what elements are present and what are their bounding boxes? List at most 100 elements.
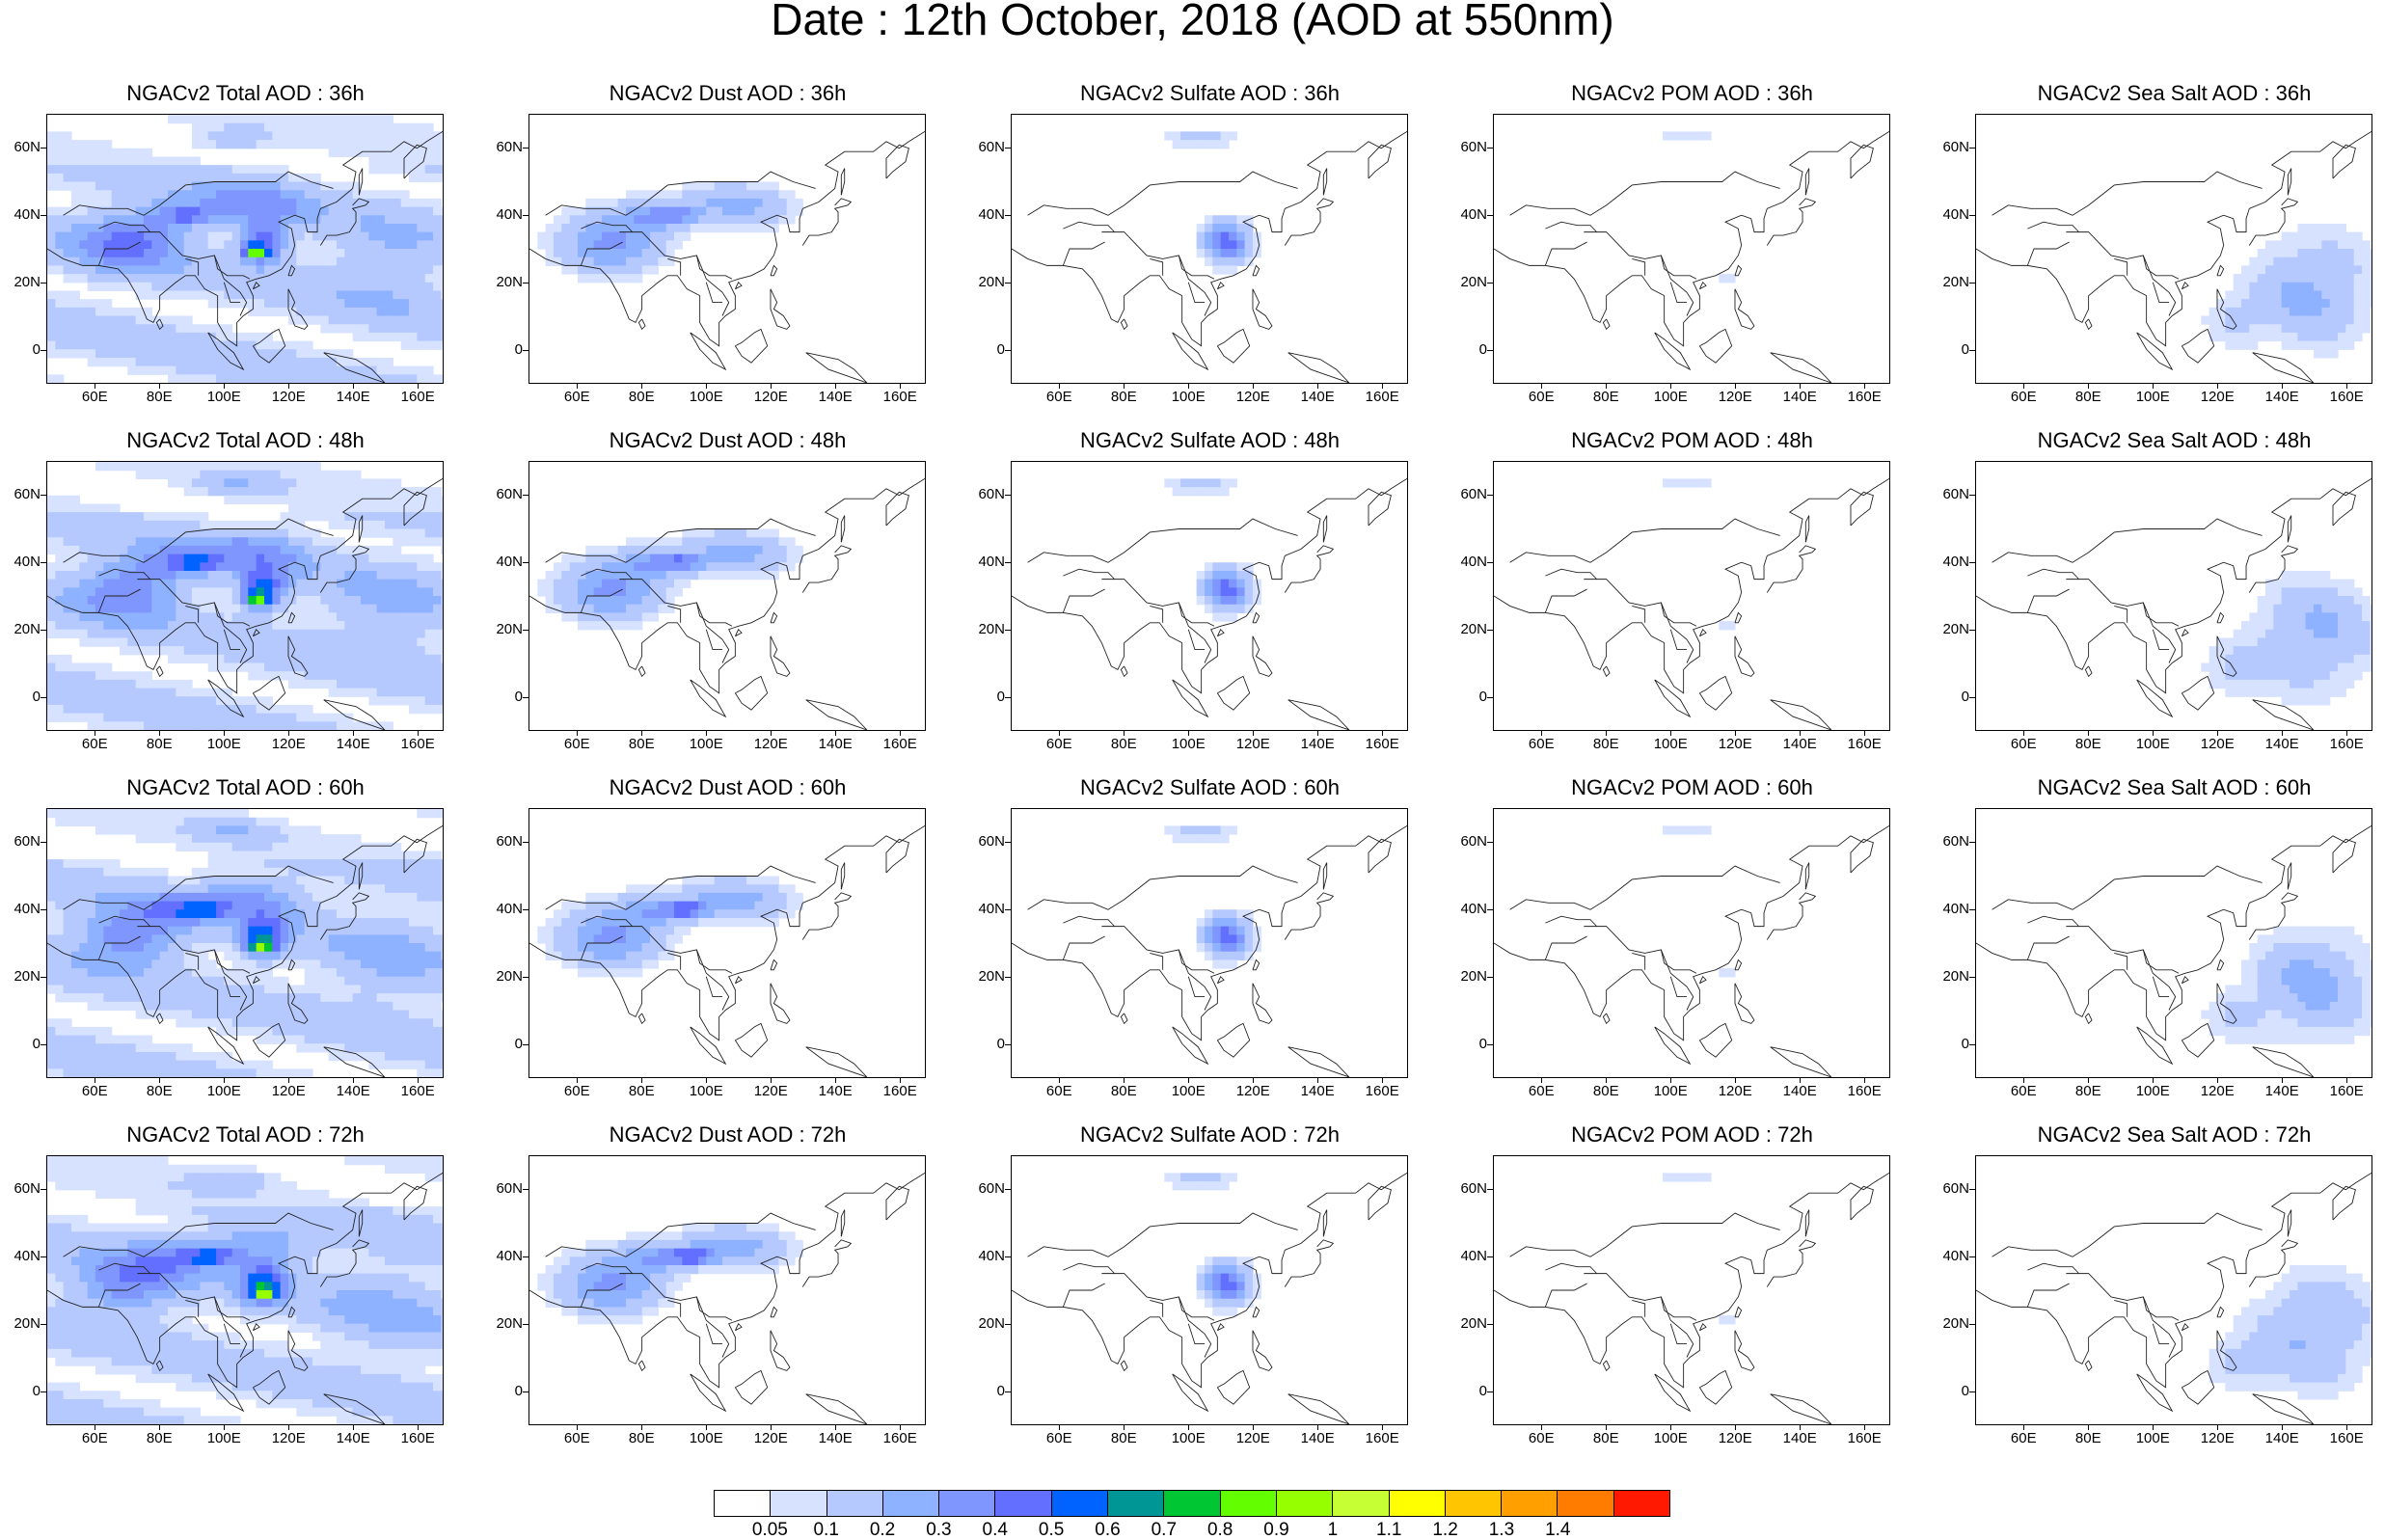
aod-cell xyxy=(2209,646,2218,655)
aod-field-map xyxy=(529,462,925,730)
aod-cell xyxy=(264,165,273,174)
aod-cell xyxy=(71,630,80,638)
aod-cell xyxy=(312,562,321,571)
aod-cell xyxy=(264,909,273,918)
aod-cell xyxy=(2249,612,2258,621)
aod-cell xyxy=(160,358,169,366)
aod-cell xyxy=(88,165,96,174)
aod-cell xyxy=(433,680,442,689)
aod-cell xyxy=(79,637,88,646)
aod-cell xyxy=(698,224,707,232)
aod-cell xyxy=(216,182,225,191)
aod-cell xyxy=(409,199,418,207)
aod-cell xyxy=(1245,240,1254,249)
aod-cell xyxy=(88,605,96,613)
panel-title: NGACv2 Sea Salt AOD : 36h xyxy=(1975,81,2373,106)
aod-cell xyxy=(2345,232,2354,241)
coastline xyxy=(771,612,777,622)
aod-cell xyxy=(2306,232,2315,241)
aod-cell xyxy=(71,587,80,596)
aod-cell xyxy=(47,868,56,877)
aod-cell xyxy=(1727,621,1736,630)
aod-cell xyxy=(787,207,796,216)
aod-cell xyxy=(112,877,121,885)
aod-cell xyxy=(240,943,249,952)
aod-cell xyxy=(401,952,410,960)
aod-cell xyxy=(160,537,169,546)
aod-cell xyxy=(224,131,232,140)
aod-cell xyxy=(401,562,410,571)
aod-cell xyxy=(393,689,401,697)
aod-cell xyxy=(344,215,353,224)
aod-cell xyxy=(1180,487,1189,496)
aod-cell xyxy=(570,605,579,613)
aod-cell xyxy=(312,199,321,207)
aod-cell xyxy=(329,224,338,232)
aod-cell xyxy=(55,671,64,680)
aod-cell xyxy=(691,537,699,546)
aod-cell xyxy=(312,374,321,383)
aod-cell xyxy=(264,646,273,655)
aod-cell xyxy=(47,546,56,554)
coastline xyxy=(1603,666,1610,676)
aod-cell xyxy=(208,115,217,123)
aod-cell xyxy=(1236,587,1245,596)
aod-cell xyxy=(127,868,136,877)
aod-cell xyxy=(168,283,176,291)
lon-tick-mark xyxy=(288,731,289,736)
aod-cell xyxy=(368,868,377,877)
aod-cell xyxy=(160,562,169,571)
aod-cell xyxy=(296,471,305,479)
aod-cell xyxy=(417,934,425,943)
aod-cell xyxy=(674,562,683,571)
aod-cell xyxy=(64,140,72,149)
aod-cell xyxy=(425,621,434,630)
aod-cell xyxy=(144,918,152,927)
lon-tick-mark xyxy=(577,731,578,736)
aod-cell xyxy=(64,503,72,512)
coastline xyxy=(1655,680,1691,716)
aod-cell xyxy=(312,943,321,952)
aod-cell xyxy=(200,471,208,479)
aod-cell xyxy=(561,207,570,216)
aod-cell xyxy=(272,358,281,366)
aod-cell xyxy=(561,265,570,274)
aod-cell xyxy=(401,868,410,877)
aod-cell xyxy=(184,265,193,274)
aod-cell xyxy=(184,199,193,207)
aod-cell xyxy=(184,959,193,968)
aod-cell xyxy=(320,299,329,308)
aod-cell xyxy=(47,663,56,672)
lon-tick-label: 100E xyxy=(207,390,241,405)
aod-cell xyxy=(320,843,329,851)
aod-cell xyxy=(216,358,225,366)
aod-cell xyxy=(368,503,377,512)
aod-cell xyxy=(393,199,401,207)
aod-cell xyxy=(264,199,273,207)
aod-cell xyxy=(136,714,145,722)
aod-cell xyxy=(698,546,707,554)
aod-cell xyxy=(232,123,241,132)
aod-cell xyxy=(112,587,121,596)
aod-cell xyxy=(88,959,96,968)
aod-cell xyxy=(240,240,249,249)
aod-cell xyxy=(264,877,273,885)
aod-cell xyxy=(103,537,112,546)
aod-cell xyxy=(79,224,88,232)
aod-cell xyxy=(1205,562,1213,571)
aod-cell xyxy=(112,283,121,291)
aod-cell xyxy=(2297,571,2306,580)
aod-cell xyxy=(602,580,610,588)
coastline xyxy=(2085,666,2092,676)
aod-cell xyxy=(312,605,321,613)
aod-cell xyxy=(232,165,241,174)
aod-cell xyxy=(425,630,434,638)
aod-cell xyxy=(151,224,160,232)
aod-cell xyxy=(232,174,241,182)
aod-cell xyxy=(192,934,201,943)
aod-cell xyxy=(240,174,249,182)
aod-cell xyxy=(2362,274,2371,283)
aod-cell xyxy=(329,655,338,663)
aod-cell xyxy=(257,478,265,487)
